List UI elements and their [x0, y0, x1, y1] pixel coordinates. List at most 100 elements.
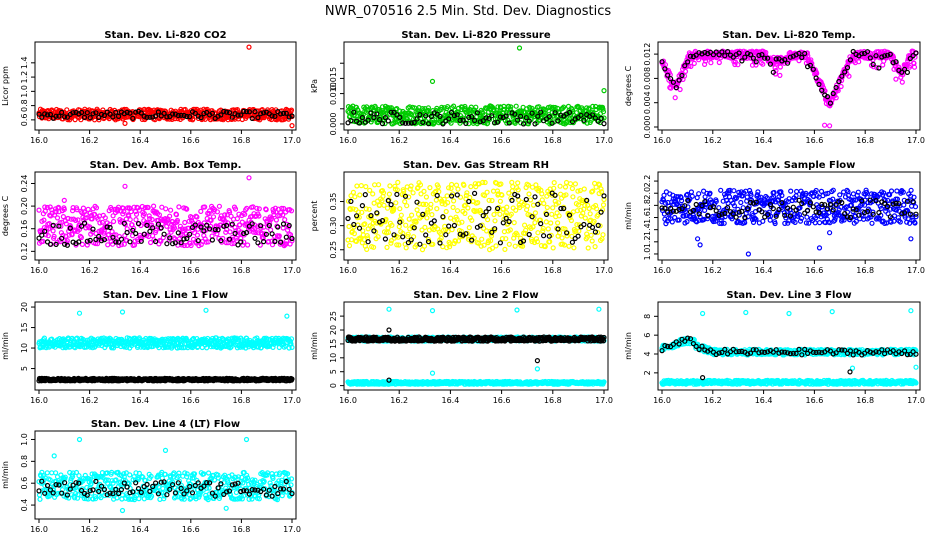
- data-point: [134, 218, 138, 222]
- data-point: [697, 192, 701, 196]
- data-point: [552, 186, 556, 190]
- data-point: [516, 194, 520, 198]
- data-point: [914, 51, 918, 55]
- data-point: [778, 73, 782, 77]
- y-tick-label: 2.0: [643, 187, 652, 200]
- x-tick-label: 16.8: [856, 266, 874, 275]
- data-point: [493, 219, 497, 223]
- x-tick-label: 17.0: [907, 266, 925, 275]
- data-point: [444, 210, 448, 214]
- x-tick-label: 17.0: [595, 396, 613, 405]
- data-point: [450, 228, 454, 232]
- data-point: [734, 215, 738, 219]
- data-point: [507, 242, 511, 246]
- data-point: [576, 234, 580, 238]
- panel-title: Stan. Dev. Li-820 Temp.: [722, 30, 855, 41]
- outlier-point: [518, 46, 522, 50]
- outlier-point: [698, 243, 702, 247]
- panel-title: Stan. Dev. Amb. Box Temp.: [90, 160, 242, 171]
- data-point: [199, 209, 203, 213]
- y-axis-label: percent: [310, 201, 319, 232]
- data-point: [177, 205, 181, 209]
- y-tick-label: 0.015: [329, 67, 338, 90]
- data-point: [670, 220, 674, 224]
- data-point: [455, 193, 459, 197]
- data-point: [558, 184, 562, 188]
- data-point: [740, 59, 744, 63]
- data-point: [424, 233, 428, 237]
- data-point: [795, 190, 799, 194]
- data-point: [283, 218, 287, 222]
- data-point: [435, 194, 439, 198]
- data-point: [56, 216, 60, 220]
- data-point: [281, 226, 285, 230]
- y-tick-label: 5: [20, 366, 29, 371]
- data-point: [386, 226, 390, 230]
- data-point: [395, 192, 399, 196]
- data-point: [456, 187, 460, 191]
- x-tick-label: 16.8: [232, 136, 250, 145]
- data-point: [523, 223, 527, 227]
- y-tick-label: 0.20: [20, 197, 29, 215]
- outlier-point: [285, 314, 289, 318]
- data-point: [480, 237, 484, 241]
- data-point: [529, 198, 533, 202]
- panel-title: Stan. Dev. Line 1 Flow: [103, 290, 228, 301]
- outlier-point: [123, 184, 127, 188]
- outlier-point: [121, 310, 125, 314]
- data-point: [909, 188, 913, 192]
- x-tick-label: 16.6: [805, 266, 823, 275]
- x-tick-label: 16.2: [390, 396, 408, 405]
- y-axis-label: ml/min: [310, 332, 319, 360]
- data-point: [386, 206, 390, 210]
- y-tick-label: 1.4: [643, 223, 652, 236]
- y-tick-label: 0.35: [329, 193, 338, 211]
- data-point: [570, 240, 574, 244]
- y-tick-label: 5: [329, 369, 338, 374]
- data-point: [430, 213, 434, 217]
- data-point: [355, 184, 359, 188]
- y-tick-label: 2.2: [643, 175, 652, 188]
- data-point: [902, 203, 906, 207]
- data-point: [552, 181, 556, 185]
- data-point: [398, 207, 402, 211]
- y-tick-label: 1.4: [20, 56, 29, 69]
- outlier-point: [204, 308, 208, 312]
- data-point: [533, 211, 537, 215]
- data-point: [905, 70, 909, 74]
- data-point: [351, 190, 355, 194]
- outlier-point: [602, 89, 606, 93]
- data-point: [467, 200, 471, 204]
- x-tick-label: 17.0: [283, 396, 301, 405]
- data-point: [246, 243, 250, 247]
- x-tick-label: 16.6: [182, 136, 200, 145]
- data-point: [514, 208, 518, 212]
- data-point: [690, 194, 694, 198]
- data-point: [577, 229, 581, 233]
- data-point: [394, 201, 398, 205]
- data-point: [513, 244, 517, 248]
- data-point: [217, 204, 221, 208]
- data-point: [51, 229, 55, 233]
- data-point: [397, 225, 401, 229]
- data-point: [890, 189, 894, 193]
- data-point: [719, 188, 723, 192]
- x-tick-label: 16.0: [653, 266, 671, 275]
- x-tick-label: 16.6: [182, 396, 200, 405]
- data-point: [415, 208, 419, 212]
- y-tick-label: 0.004: [643, 91, 652, 114]
- x-tick-label: 16.4: [131, 136, 149, 145]
- outlier-point: [123, 121, 127, 125]
- data-point: [789, 189, 793, 193]
- data-point: [465, 191, 469, 195]
- data-point: [516, 181, 520, 185]
- y-tick-label: 0.8: [20, 99, 29, 112]
- data-point: [253, 236, 257, 240]
- data-point: [567, 244, 571, 248]
- data-point: [694, 203, 698, 207]
- data-point: [542, 202, 546, 206]
- data-point: [425, 216, 429, 220]
- data-point: [396, 180, 400, 184]
- data-point: [444, 233, 448, 237]
